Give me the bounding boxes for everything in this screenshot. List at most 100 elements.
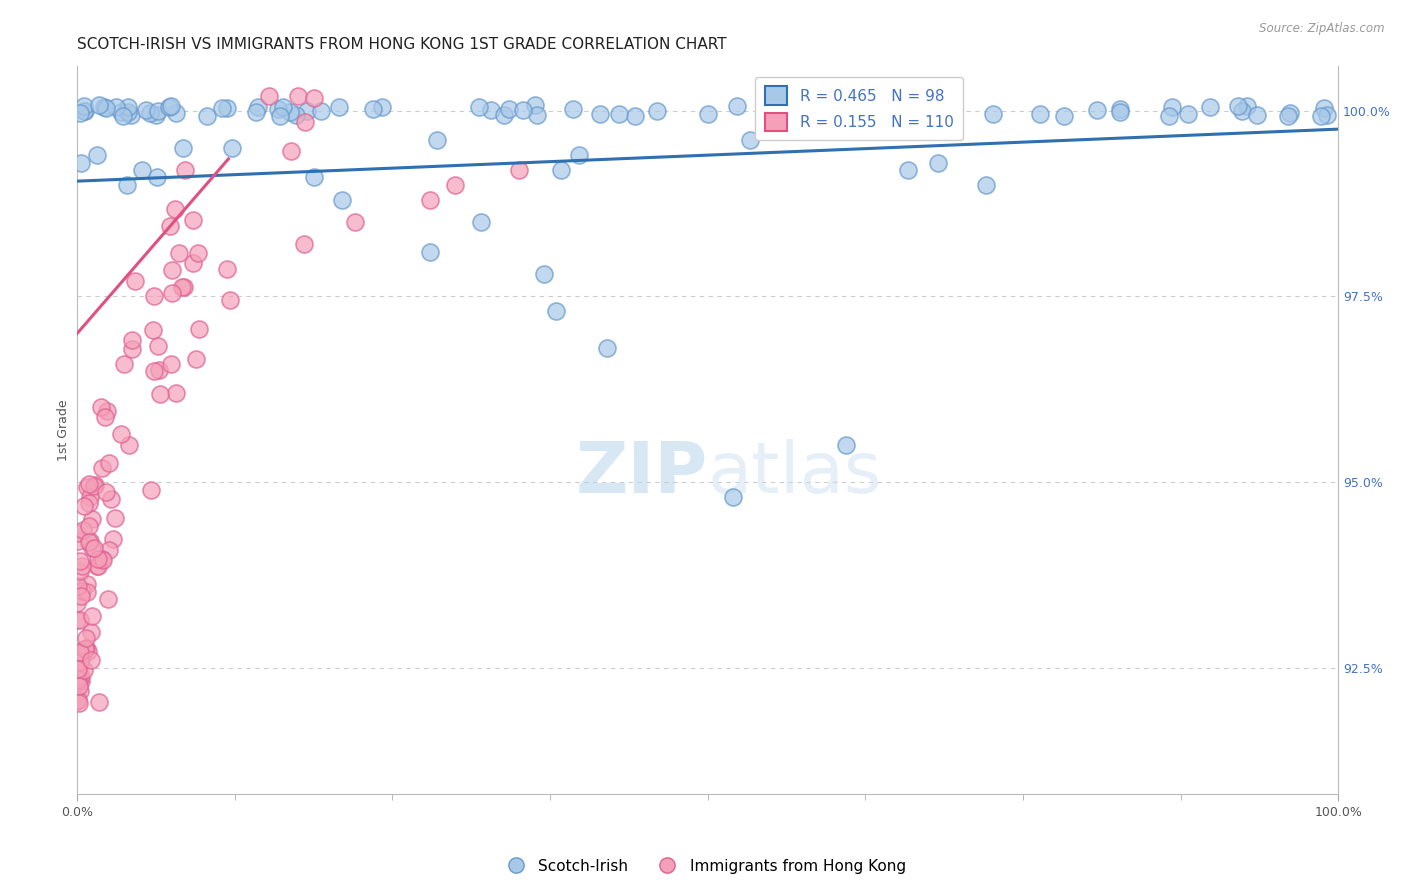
Point [738,133,761,147]
Point [104,511,127,525]
Point [145,170,167,185]
Point [302,170,325,185]
Point [69,564,91,578]
Point [67,662,90,676]
Y-axis label: 1st Grade: 1st Grade [58,400,70,461]
Point [211,101,233,115]
Point [219,293,242,307]
Point [70,589,93,603]
Point [66,613,89,627]
Point [103,532,125,546]
Point [165,106,187,120]
Point [66,579,89,593]
Point [121,334,143,348]
Point [117,104,139,119]
Point [165,385,187,400]
Point [195,109,218,123]
Point [80,653,103,667]
Point [94,410,117,425]
Point [145,108,167,122]
Point [111,109,134,123]
Point [69,646,91,660]
Point [1157,109,1180,123]
Point [1028,107,1050,121]
Point [1085,103,1108,117]
Point [370,100,392,114]
Point [187,322,209,336]
Point [607,107,630,121]
Point [1313,101,1336,115]
Point [1160,100,1182,114]
Point [75,632,97,646]
Point [173,280,195,294]
Point [110,426,132,441]
Point [73,99,96,113]
Point [148,362,170,376]
Point [470,215,492,229]
Point [96,484,118,499]
Point [862,98,884,112]
Point [269,110,291,124]
Point [1310,109,1333,123]
Point [546,304,568,318]
Point [70,647,93,661]
Point [1236,98,1258,112]
Point [173,163,195,178]
Point [142,364,165,378]
Point [66,596,89,610]
Point [83,477,105,491]
Point [897,100,920,114]
Point [1177,107,1199,121]
Point [596,342,619,356]
Point [77,477,100,491]
Point [66,533,89,548]
Point [160,262,183,277]
Point [135,103,157,118]
Point [1109,102,1132,116]
Point [141,483,163,498]
Legend: Scotch-Irish, Immigrants from Hong Kong: Scotch-Irish, Immigrants from Hong Kong [494,853,912,880]
Point [70,583,93,598]
Point [87,552,110,566]
Point [70,558,93,573]
Point [87,98,110,112]
Point [82,512,104,526]
Point [835,438,858,452]
Point [830,109,852,123]
Point [91,461,114,475]
Point [172,141,194,155]
Point [754,100,776,114]
Point [271,100,294,114]
Point [1227,99,1250,113]
Point [1246,108,1268,122]
Point [278,105,301,120]
Point [86,148,108,162]
Point [131,163,153,178]
Point [245,104,267,119]
Point [160,357,183,371]
Point [181,255,204,269]
Point [589,107,612,121]
Point [77,519,100,533]
Point [645,103,668,118]
Point [426,133,449,147]
Point [76,577,98,591]
Point [96,403,118,417]
Point [86,559,108,574]
Point [97,542,120,557]
Point [983,107,1005,121]
Point [118,438,141,452]
Point [295,103,318,118]
Point [70,647,93,661]
Point [120,107,142,121]
Point [974,178,997,192]
Point [77,496,100,510]
Point [1053,109,1076,123]
Point [100,491,122,506]
Point [163,202,186,216]
Point [83,541,105,556]
Point [76,480,98,494]
Point [330,193,353,207]
Point [284,108,307,122]
Point [311,104,333,119]
